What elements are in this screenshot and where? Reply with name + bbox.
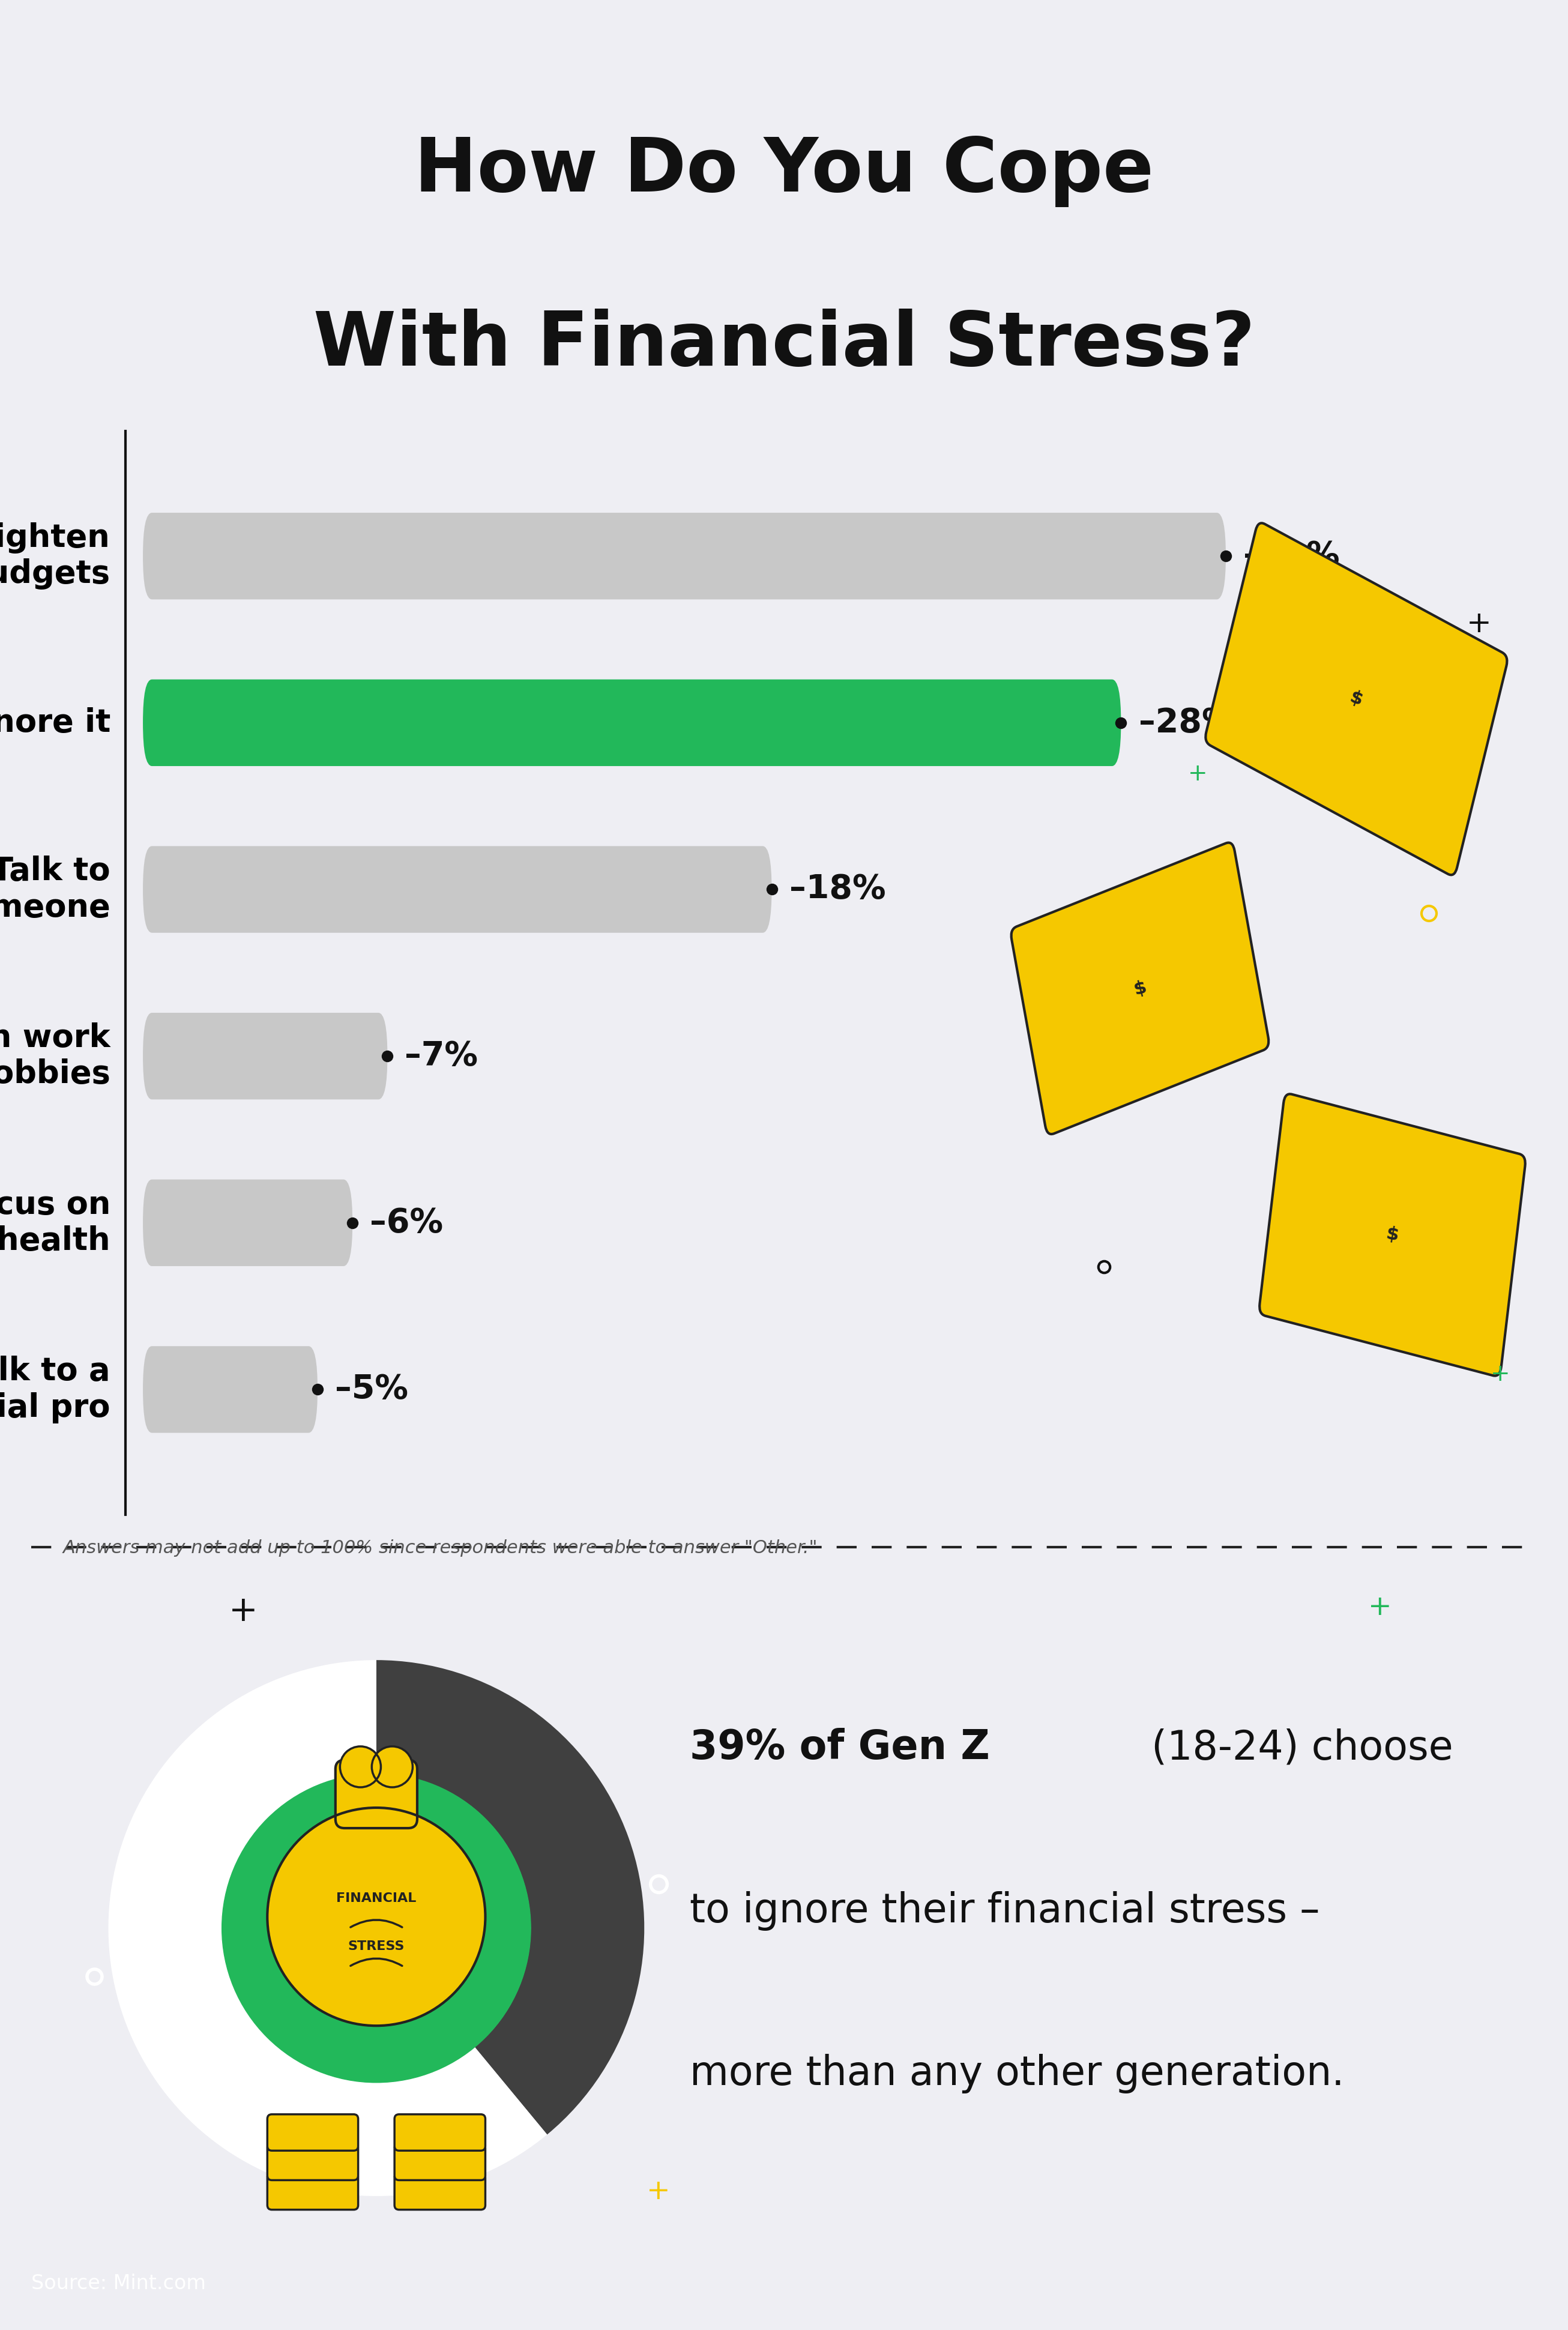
Text: +: + — [1491, 1363, 1510, 1386]
Circle shape — [223, 1773, 530, 2083]
FancyBboxPatch shape — [143, 1014, 387, 1100]
Text: $: $ — [1347, 690, 1366, 708]
Wedge shape — [376, 1659, 644, 2134]
Text: $: $ — [1385, 1226, 1400, 1244]
Circle shape — [267, 1808, 486, 2025]
Text: +: + — [1466, 610, 1491, 638]
FancyBboxPatch shape — [267, 2174, 358, 2209]
FancyBboxPatch shape — [1011, 843, 1269, 1135]
Text: FINANCIAL: FINANCIAL — [336, 1892, 417, 1904]
FancyBboxPatch shape — [143, 513, 1226, 599]
Text: 39% of Gen Z: 39% of Gen Z — [690, 1729, 989, 1768]
Text: more than any other generation.: more than any other generation. — [690, 2055, 1344, 2095]
Text: STRESS: STRESS — [348, 1941, 405, 1953]
Text: Source: Mint.com: Source: Mint.com — [31, 2274, 205, 2293]
Text: –5%: –5% — [336, 1372, 408, 1405]
Text: –6%: –6% — [370, 1207, 444, 1240]
Wedge shape — [108, 1659, 547, 2197]
FancyBboxPatch shape — [395, 2144, 486, 2181]
Text: (18-24) choose: (18-24) choose — [1138, 1729, 1454, 1768]
FancyBboxPatch shape — [143, 680, 1121, 767]
FancyBboxPatch shape — [267, 2144, 358, 2181]
FancyBboxPatch shape — [267, 2113, 358, 2151]
Text: +: + — [1367, 1594, 1392, 1622]
FancyBboxPatch shape — [1206, 522, 1507, 876]
Text: to ignore their financial stress –: to ignore their financial stress – — [690, 1892, 1320, 1932]
FancyBboxPatch shape — [143, 1179, 353, 1265]
FancyBboxPatch shape — [143, 846, 771, 932]
FancyBboxPatch shape — [1259, 1095, 1526, 1375]
Text: +: + — [229, 1594, 257, 1629]
Text: How Do You Cope: How Do You Cope — [414, 135, 1154, 207]
Text: –18%: –18% — [789, 874, 886, 906]
Text: $: $ — [1132, 979, 1148, 1000]
Text: +: + — [1189, 762, 1207, 785]
Circle shape — [372, 1748, 412, 1787]
Text: Answers may not add up to 100% since respondents were able to answer "Other.": Answers may not add up to 100% since res… — [63, 1540, 817, 1556]
Text: +: + — [646, 2179, 671, 2204]
FancyBboxPatch shape — [395, 2113, 486, 2151]
FancyBboxPatch shape — [395, 2174, 486, 2209]
FancyBboxPatch shape — [336, 1759, 417, 1829]
Circle shape — [340, 1748, 381, 1787]
Text: –28%: –28% — [1138, 706, 1236, 739]
FancyBboxPatch shape — [143, 1347, 318, 1433]
Text: –31%: –31% — [1243, 541, 1339, 573]
Text: –7%: –7% — [405, 1039, 478, 1072]
Text: With Financial Stress?: With Financial Stress? — [314, 308, 1254, 382]
